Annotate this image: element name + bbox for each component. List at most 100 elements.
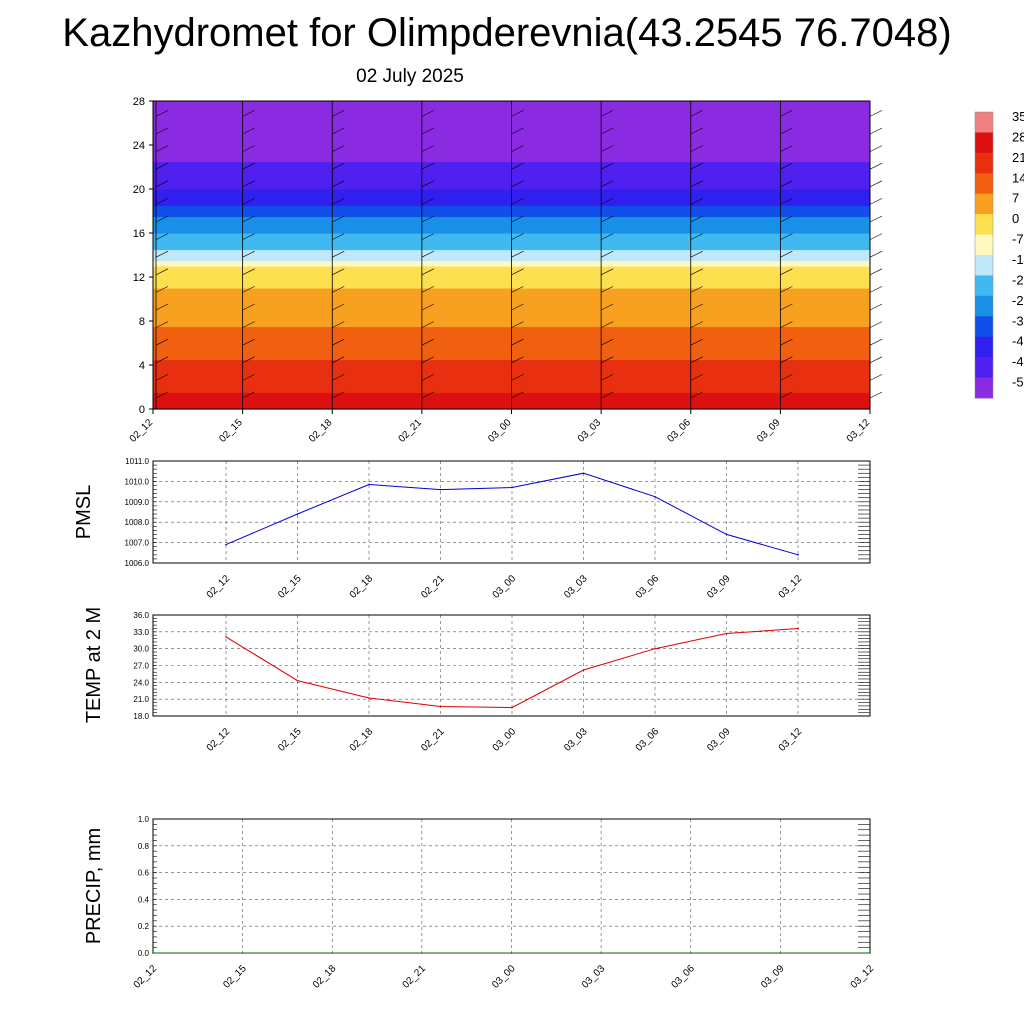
wind-barb [421, 286, 435, 293]
wind-barb [780, 215, 793, 223]
wind-barb [600, 321, 614, 328]
wind-barb [242, 250, 255, 258]
y-tick-label: 27.0 [133, 662, 149, 671]
data-point [368, 697, 370, 699]
chart-title: Kazhydromet for Olimpderevnia(43.2545 76… [62, 11, 952, 55]
wind-barb [332, 180, 345, 188]
wind-barb [869, 250, 883, 258]
wind-barb [600, 180, 614, 188]
x-tick-label: 03_06 [665, 417, 693, 445]
wind-barb [869, 145, 883, 152]
wind-barb [242, 356, 255, 364]
colorbar-swatch [975, 275, 993, 297]
data-point [439, 488, 442, 491]
y-tick-label: 1009.0 [125, 498, 150, 507]
wind-barb [155, 250, 169, 258]
wind-barb [332, 215, 345, 223]
x-tick-label: 02_21 [401, 963, 429, 991]
colorbar-label: -49 [1012, 354, 1024, 369]
wind-barb [600, 356, 614, 364]
wind-barb [780, 303, 793, 311]
colorbar-swatch [975, 193, 993, 215]
wind-barb [155, 180, 169, 188]
wind-barb [511, 374, 524, 381]
wind-barb [242, 391, 255, 399]
wind-barb [332, 391, 345, 399]
y-tick-label: 8 [139, 316, 145, 328]
wind-barb [600, 250, 614, 258]
colorbar-swatch [975, 295, 993, 317]
colorbar-swatch [975, 336, 993, 358]
wind-barb [511, 303, 524, 311]
data-point [510, 952, 513, 954]
y-tick-label: 0.6 [138, 869, 150, 878]
y-tick-label: 33.0 [133, 628, 149, 637]
x-tick-label: 02_12 [205, 573, 233, 601]
wind-barb [155, 356, 169, 364]
wind-barb [421, 303, 435, 311]
x-tick-label: 03_12 [777, 726, 805, 754]
wind-barb [869, 198, 883, 205]
wind-barb [780, 268, 793, 276]
x-tick-label: 02_18 [348, 573, 376, 601]
y-tick-label: 1.0 [138, 815, 150, 824]
wind-barb [869, 286, 883, 293]
wind-barb [332, 127, 345, 135]
wind-barb [869, 180, 883, 188]
wind-barb [690, 338, 703, 346]
wind-barb [421, 321, 435, 328]
wind-barb [421, 374, 435, 381]
wind-barb [780, 110, 793, 117]
wind-barb [600, 286, 614, 293]
y-tick-label: 36.0 [133, 611, 149, 620]
wind-barb [242, 215, 255, 223]
wind-barb [242, 338, 255, 346]
wind-barb [155, 374, 169, 381]
x-tick-label: 02_21 [419, 573, 447, 601]
wind-barb [332, 356, 345, 364]
y-axis-label: PMSL [73, 485, 95, 539]
x-tick-label: 03_03 [562, 726, 590, 754]
wind-barb [242, 127, 255, 135]
wind-barb [600, 198, 614, 205]
colorbar-label: 21 [1012, 150, 1024, 165]
wind-barb [511, 180, 524, 188]
x-tick-label: 02_12 [205, 726, 233, 754]
x-tick-label: 03_03 [562, 573, 590, 601]
wind-barb [511, 162, 524, 170]
colorbar-swatch [975, 173, 993, 195]
wind-barb [155, 145, 169, 152]
x-tick-label: 03_03 [576, 417, 604, 445]
wind-barb [511, 233, 524, 240]
data-point [152, 952, 154, 954]
wind-barb [242, 162, 255, 170]
wind-barb [690, 286, 703, 293]
wind-barb [155, 110, 169, 117]
colorbar-label: 7 [1012, 191, 1019, 206]
wind-barb [332, 110, 345, 117]
colorbar-swatch [975, 132, 993, 154]
y-tick-label: 20 [133, 184, 145, 196]
y-axis-label: TEMP at 2 M [83, 607, 105, 723]
wind-barb [332, 162, 345, 170]
x-tick-label: 03_06 [634, 726, 662, 754]
wind-barb [332, 338, 345, 346]
wind-barb [600, 374, 614, 381]
data-point [296, 679, 299, 682]
y-tick-label: 21.0 [133, 695, 149, 704]
wind-barb [155, 198, 169, 205]
x-tick-label: 03_09 [705, 726, 733, 754]
wind-barb [780, 374, 793, 381]
wind-barb [780, 391, 793, 399]
plot-frame [152, 460, 871, 564]
wind-barb [242, 286, 255, 293]
wind-barb [869, 215, 883, 223]
wind-barb [511, 268, 524, 276]
wind-barb [869, 303, 883, 311]
colorbar-swatch [975, 255, 993, 276]
wind-barb [242, 268, 255, 276]
wind-barb [155, 303, 169, 311]
wind-barb [332, 268, 345, 276]
wind-barb [332, 233, 345, 240]
colorbar-label: -7 [1012, 232, 1024, 247]
